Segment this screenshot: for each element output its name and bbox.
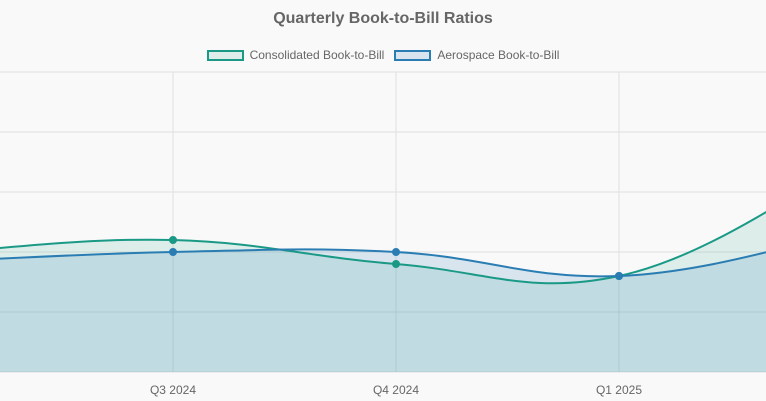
x-tick-label: Q3 2024: [150, 383, 196, 397]
legend-label-consolidated: Consolidated Book-to-Bill: [249, 48, 385, 62]
legend: Consolidated Book-to-Bill Aerospace Book…: [0, 48, 766, 62]
point-series-1-3: [615, 272, 623, 280]
legend-item-aerospace[interactable]: Aerospace Book-to-Bill: [394, 48, 559, 62]
x-axis-ticks: Q3 2024 Q4 2024 Q1 2025: [150, 383, 642, 397]
area-series-1: [0, 249, 766, 372]
legend-item-consolidated[interactable]: Consolidated Book-to-Bill: [206, 48, 385, 62]
point-series-0-1: [169, 236, 177, 244]
series-points: [169, 236, 623, 280]
x-tick-label: Q4 2024: [373, 383, 419, 397]
gridlines: [0, 71, 766, 373]
legend-swatch-aerospace: [394, 49, 432, 61]
legend-swatch-consolidated: [206, 49, 244, 61]
point-series-0-2: [392, 260, 400, 268]
point-series-1-1: [169, 248, 177, 256]
chart-title: Quarterly Book-to-Bill Ratios: [273, 10, 493, 27]
series-areas: [0, 212, 766, 372]
x-tick-label: Q1 2025: [596, 383, 642, 397]
point-series-1-2: [392, 248, 400, 256]
legend-label-aerospace: Aerospace Book-to-Bill: [437, 48, 560, 62]
